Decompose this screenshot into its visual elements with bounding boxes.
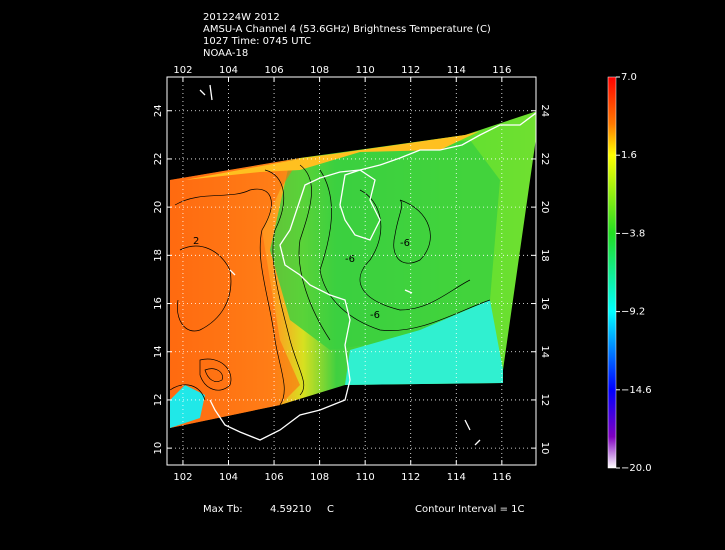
lat-label: 14 — [153, 345, 164, 358]
warm-edge — [185, 131, 480, 180]
unit: C — [327, 504, 334, 515]
lat-label: 20 — [153, 201, 164, 214]
cold-region — [345, 300, 503, 385]
header-line: 201224W 2012 — [203, 12, 280, 23]
colorbar-label: −9.2 — [621, 307, 645, 318]
max-value: 4.59210 — [270, 504, 311, 515]
lat-label: 24 — [153, 104, 164, 117]
header-line: 1027 Time: 0745 UTC — [203, 36, 311, 47]
contour-label: -6 — [370, 310, 380, 321]
lat-label: 14 — [539, 345, 550, 358]
map-frame — [166, 76, 537, 466]
max-label: Max Tb: — [203, 504, 243, 515]
lat-label: 24 — [539, 104, 550, 117]
lon-label: 106 — [265, 472, 284, 483]
cold-spot — [170, 385, 205, 428]
header: 201224W 2012 AMSU-A Channel 4 (53.6GHz) … — [203, 12, 491, 59]
lat-label: 20 — [539, 201, 550, 214]
lon-label: 116 — [492, 65, 511, 76]
contour-label: 2 — [193, 236, 199, 247]
contour-label: -6 — [400, 238, 410, 249]
lon-label: 110 — [356, 65, 375, 76]
colorbar-label: 7.0 — [621, 72, 637, 83]
contour-interval: Contour Interval = 1C — [415, 504, 525, 515]
lon-label: 112 — [401, 65, 420, 76]
colorbar-label: −3.8 — [621, 228, 645, 239]
lon-label: 114 — [447, 472, 466, 483]
lon-label: 104 — [219, 472, 238, 483]
colorbar — [607, 76, 617, 469]
cool-region — [270, 140, 500, 350]
header-line: NOAA-18 — [203, 48, 248, 59]
lon-label: 106 — [265, 65, 284, 76]
lat-label: 16 — [153, 297, 164, 310]
lon-label: 116 — [492, 472, 511, 483]
warm-region — [170, 158, 300, 428]
lon-label: 108 — [310, 65, 329, 76]
lon-label: 108 — [310, 472, 329, 483]
lat-label: 18 — [153, 249, 164, 262]
footer: Max Tb: 4.59210 C Contour Interval = 1C — [203, 504, 525, 515]
colorbar-label: 1.6 — [621, 150, 637, 161]
colorbar-label: −20.0 — [621, 463, 652, 474]
header-line: AMSU-A Channel 4 (53.6GHz) Brightness Te… — [203, 24, 491, 35]
lat-label: 12 — [539, 394, 550, 407]
lat-label: 22 — [539, 153, 550, 166]
lat-label: 12 — [153, 394, 164, 407]
lon-label: 102 — [173, 65, 192, 76]
lon-label: 110 — [356, 472, 375, 483]
coastline — [199, 84, 536, 446]
contour-label: -6 — [345, 254, 355, 265]
lat-label: 22 — [153, 153, 164, 166]
colorbar-label: −14.6 — [621, 385, 652, 396]
contours — [169, 164, 491, 406]
field: 2 -6 -6 -6 — [169, 84, 536, 446]
lon-label: 104 — [219, 65, 238, 76]
lat-label: 16 — [539, 297, 550, 310]
lat-label: 10 — [539, 442, 550, 455]
lon-label: 114 — [447, 65, 466, 76]
lon-label: 102 — [173, 472, 192, 483]
lat-label: 18 — [539, 249, 550, 262]
lat-label: 10 — [153, 442, 164, 455]
lon-label: 112 — [401, 472, 420, 483]
